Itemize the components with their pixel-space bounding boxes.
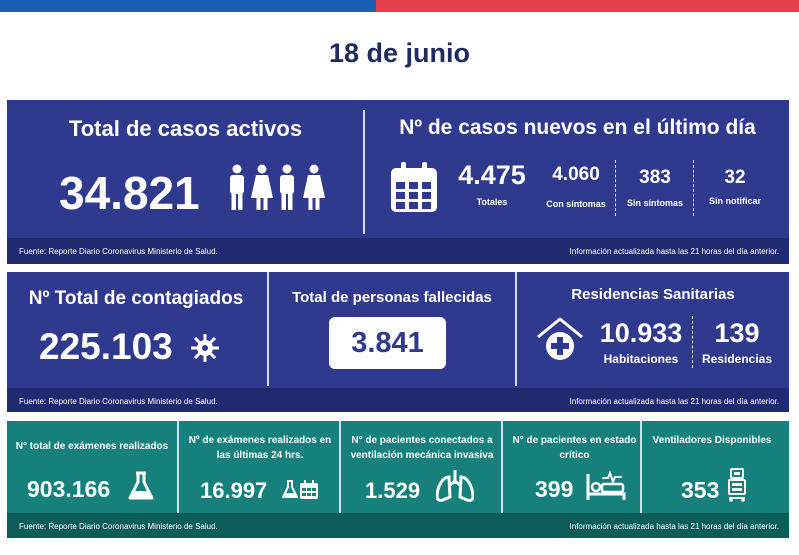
exams-total-value: 903.166 <box>27 476 111 502</box>
flask-icon <box>128 471 154 501</box>
contagiados-title: Nº Total de contagiados <box>28 288 244 309</box>
residences-label: Residencias <box>701 352 773 366</box>
new-asymptomatic-label: Sin síntomas <box>626 198 683 208</box>
calendar-icon <box>300 480 318 499</box>
residencias-title: Residencias Sanitarias <box>571 286 735 303</box>
divider <box>615 160 616 216</box>
update-note: Información actualizada hasta las 21 hor… <box>569 397 779 406</box>
source-note: Fuente: Reporte Diario Coronavirus Minis… <box>19 397 218 406</box>
new-total-label: Totales <box>476 197 508 207</box>
top-color-bar <box>0 0 799 12</box>
health-house-icon <box>536 317 584 362</box>
divider <box>363 110 365 234</box>
hospital-bed-icon <box>586 470 626 502</box>
divider <box>640 421 642 513</box>
new-symptomatic-label: Con síntomas <box>546 199 606 209</box>
divider <box>339 421 341 513</box>
new-cases-title: Nº de casos nuevos en el último día <box>399 116 756 139</box>
rooms-label: Habitaciones <box>603 352 679 366</box>
panel-cases: Total de casos activos 34.821 Nº de caso… <box>7 100 789 264</box>
virus-icon <box>189 332 221 364</box>
active-cases-title: Total de casos activos <box>68 116 303 141</box>
people-icon <box>225 164 329 212</box>
active-cases-value: 34.821 <box>59 167 200 219</box>
fallecidos-value: 3.841 <box>351 327 424 359</box>
fallecidos-box: 3.841 <box>329 317 446 369</box>
residences-value: 139 <box>714 318 760 348</box>
divider <box>515 272 517 386</box>
panel-exams: N° total de exámenes realizados 903.166 … <box>7 421 789 538</box>
update-note: Información actualizada hasta las 21 hor… <box>569 247 779 256</box>
source-note: Fuente: Reporte Diario Coronavirus Minis… <box>19 522 218 531</box>
critical-value: 399 <box>535 476 574 502</box>
ventilated-title: N° de pacientes conectados a ventilación… <box>350 435 494 461</box>
divider <box>693 160 694 216</box>
new-unreported-label: Sin notificar <box>708 196 761 206</box>
ventilators-value: 353 <box>681 477 720 503</box>
exams-24h-value: 16.997 <box>200 478 268 503</box>
fallecidos-title: Total de personas fallecidas <box>292 289 492 306</box>
divider <box>267 272 269 386</box>
ventilator-machine-icon <box>727 468 747 502</box>
new-total-value: 4.475 <box>458 160 526 190</box>
panel-totals: Nº Total de contagiados 225.103 Total de… <box>7 272 789 412</box>
lungs-icon <box>436 470 474 502</box>
panel-footer: Fuente: Reporte Diario Coronavirus Minis… <box>7 513 789 538</box>
divider <box>692 316 693 368</box>
panel-footer: Fuente: Reporte Diario Coronavirus Minis… <box>7 388 789 412</box>
critical-title: N° de pacientes en estado crítico <box>512 435 637 461</box>
exams-24h-title: Nº de exámenes realizados en las últimas… <box>188 435 332 461</box>
exams-total-title: N° total de exámenes realizados <box>15 441 169 452</box>
contagiados-value: 225.103 <box>39 326 173 367</box>
new-unreported-value: 32 <box>724 167 746 188</box>
new-asymptomatic-value: 383 <box>639 167 671 188</box>
ventilators-title: Ventiladores Disponibles <box>652 435 772 446</box>
flask-icon <box>282 479 298 499</box>
top-bar-red <box>376 0 799 12</box>
update-note: Información actualizada hasta las 21 hor… <box>569 522 779 531</box>
ventilated-value: 1.529 <box>365 478 421 503</box>
new-symptomatic-value: 4.060 <box>552 164 600 185</box>
divider <box>501 421 503 513</box>
rooms-value: 10.933 <box>599 318 683 348</box>
top-bar-blue <box>0 0 376 12</box>
page-title: 18 de junio <box>328 38 471 68</box>
calendar-icon <box>391 162 437 212</box>
panel-footer: Fuente: Reporte Diario Coronavirus Minis… <box>7 238 789 264</box>
divider <box>177 421 179 513</box>
source-note: Fuente: Reporte Diario Coronavirus Minis… <box>19 247 218 256</box>
